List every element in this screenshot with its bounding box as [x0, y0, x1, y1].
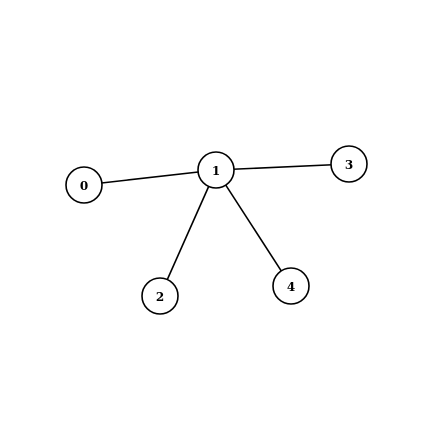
node-label: 0 — [80, 179, 88, 193]
edges-layer — [83, 163, 350, 297]
node-4: 4 — [272, 267, 310, 305]
node-2: 2 — [141, 277, 179, 315]
edge-1-4 — [215, 169, 292, 287]
node-3: 3 — [330, 145, 368, 183]
edge-0-1 — [83, 169, 217, 186]
nodes-layer: 0 1 2 3 4 — [65, 145, 368, 315]
node-label: 2 — [156, 290, 164, 304]
node-circle — [197, 151, 235, 189]
edge-1-2 — [159, 169, 217, 297]
node-1: 1 — [197, 151, 235, 189]
node-0: 0 — [65, 166, 103, 204]
node-circle — [330, 145, 368, 183]
node-circle — [141, 277, 179, 315]
node-circle — [65, 166, 103, 204]
node-label: 1 — [212, 164, 220, 178]
node-label: 4 — [287, 280, 295, 294]
edge-1-3 — [215, 163, 350, 171]
node-circle — [272, 267, 310, 305]
node-label: 3 — [345, 158, 353, 172]
